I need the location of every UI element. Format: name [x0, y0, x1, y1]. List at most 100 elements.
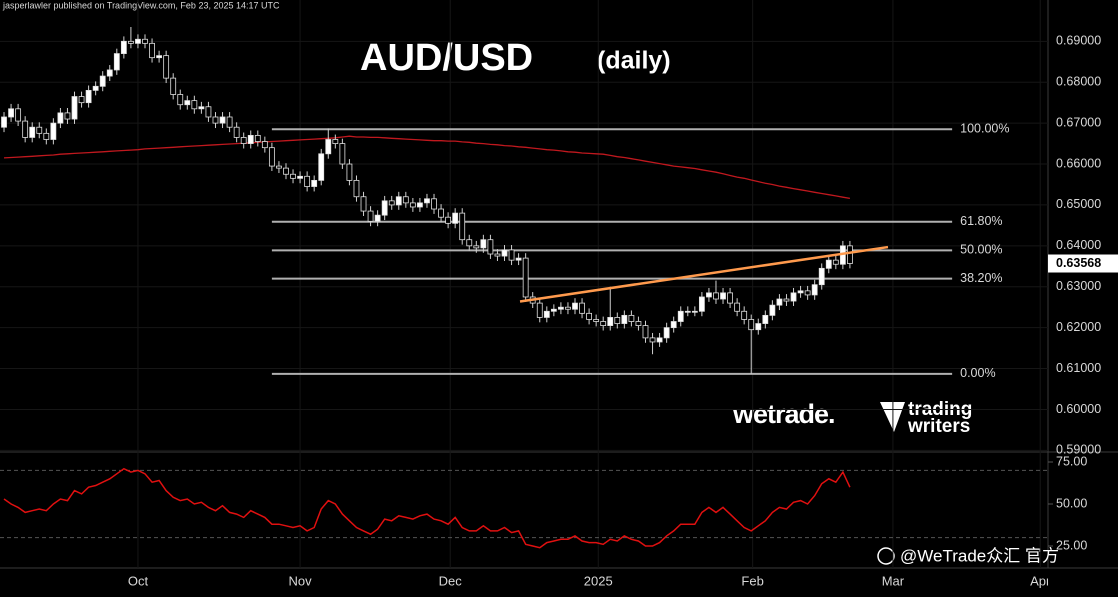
x-tick-label: Dec [439, 573, 463, 588]
logo-writers: writers [907, 416, 970, 437]
y-tick-label: 0.66000 [1056, 156, 1101, 170]
candle-body [804, 290, 811, 296]
candle-body [677, 310, 684, 322]
candle-body [367, 210, 374, 222]
candle-body [64, 112, 71, 120]
candle-body [713, 292, 719, 300]
fib-label: 38.20% [960, 271, 1002, 285]
last-price-box [1048, 254, 1118, 273]
candle-body [783, 298, 790, 302]
indicator-tick-label: 50.00 [1056, 496, 1087, 510]
candle-body [698, 296, 705, 312]
candle-body [684, 310, 691, 313]
candle-body [776, 298, 783, 306]
candle-body [149, 42, 155, 59]
candle-body [240, 137, 247, 144]
fib-label: 100.00% [960, 122, 1009, 136]
candle-body [409, 202, 416, 208]
candle-body [268, 147, 275, 167]
candle-body [212, 116, 219, 124]
y-tick-label: 0.63000 [1056, 279, 1101, 293]
candle-body [297, 175, 303, 179]
candle-body [113, 53, 120, 71]
candle-body [191, 100, 198, 110]
candle-body [522, 257, 529, 298]
candle-body [593, 319, 600, 322]
candle-body [57, 112, 64, 124]
candle-body [353, 179, 360, 198]
candle-body [825, 259, 832, 269]
candle-body [388, 200, 395, 206]
chart-subtitle: (daily) [597, 47, 671, 75]
candle-body [452, 212, 459, 224]
candle-body [106, 69, 113, 77]
candle-body [466, 239, 473, 247]
candle-body [325, 139, 332, 155]
candle-body [36, 126, 43, 134]
candle-body [649, 337, 656, 343]
candle-body [311, 179, 318, 187]
candle-body [832, 259, 839, 265]
candle-body [233, 126, 240, 138]
candle-body [78, 96, 85, 104]
candle-body [755, 323, 762, 331]
y-tick-label: 0.68000 [1056, 75, 1101, 89]
candle-body [572, 302, 578, 310]
candle-body [15, 108, 22, 122]
header: jasperlawler published on TradingView.co… [2, 0, 280, 10]
indicator-line [3, 467, 851, 549]
candle-body [614, 317, 621, 324]
x-tick-label: Apr [1030, 573, 1051, 588]
candle-body [120, 40, 127, 54]
candle-body [600, 321, 607, 327]
candle-body [92, 85, 99, 91]
plot: Oct Nov Dec 2025 Feb Mar Apr 100.00% 61.80% 50.00… [0, 0, 1051, 588]
indicator-tick-label: 75.00 [1056, 454, 1087, 468]
candle-body [790, 292, 797, 302]
candle-body [670, 321, 677, 329]
candle-body [536, 302, 543, 318]
candle-body [71, 96, 78, 120]
candle-body [706, 292, 712, 298]
candle-body [395, 196, 402, 206]
candle-body [727, 292, 733, 304]
candle-body [226, 116, 233, 128]
candle-body [607, 317, 614, 327]
x-tick-label: Mar [882, 573, 905, 588]
watermark-icon [877, 547, 895, 565]
candle-body [621, 314, 628, 324]
y-tick-label: 0.59000 [1056, 443, 1101, 457]
candle-body [635, 321, 642, 327]
candle-body [156, 55, 162, 59]
candle-body [346, 163, 353, 181]
candle-body [734, 302, 741, 312]
y-tick-label: 0.64000 [1056, 238, 1101, 252]
candle-body [558, 306, 564, 310]
candle-body [219, 116, 226, 124]
candle-body [205, 106, 212, 118]
candle-body [515, 257, 522, 261]
candle-body [142, 38, 148, 44]
candle-body [177, 94, 184, 106]
candle-body [332, 139, 339, 144]
candle-body [276, 165, 282, 169]
candle-body [656, 337, 663, 343]
candle-body [543, 310, 550, 318]
candle-body [170, 77, 177, 95]
candle-body [254, 134, 261, 142]
candle-body [360, 196, 367, 212]
x-tick-label: Feb [741, 573, 763, 588]
candle-body [318, 153, 325, 181]
logo-wetrade: wetrade. [732, 399, 835, 429]
candle-body [748, 319, 755, 331]
candle-body [579, 302, 585, 314]
candle-body [642, 325, 649, 339]
candle-body [247, 134, 254, 144]
candle-body [1, 116, 7, 128]
candle-body [494, 253, 501, 257]
candle-body [50, 122, 57, 140]
trendline [519, 245, 889, 303]
candle-body [762, 314, 769, 324]
